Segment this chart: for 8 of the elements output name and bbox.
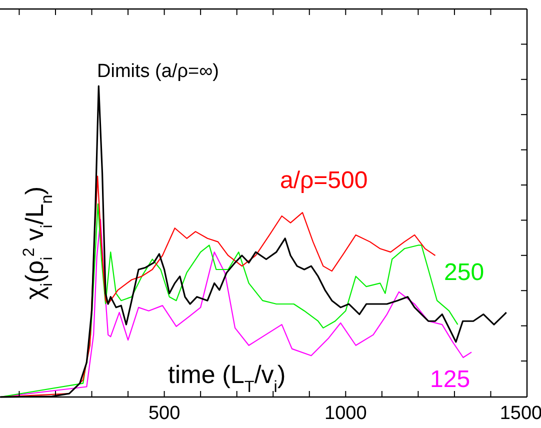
series-label: Dimits (a/ρ=∞)	[97, 61, 219, 82]
series-label: a/ρ=500	[280, 167, 368, 194]
x-axis-title: time (L$_{T}$/v$_{i}$)	[168, 361, 286, 396]
x-tick-label: 500	[148, 403, 180, 424]
x-tick-label: 1500	[500, 403, 541, 424]
x-tick-label: 1000	[324, 403, 367, 424]
series-label: 125	[430, 366, 470, 393]
series-label: 250	[444, 259, 484, 286]
